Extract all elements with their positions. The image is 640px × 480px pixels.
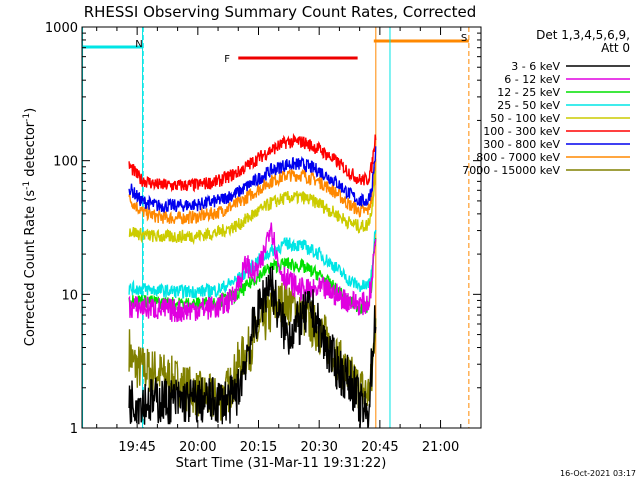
y-tick-label: 1	[70, 422, 78, 437]
legend-label: 300 - 800 keV	[483, 138, 560, 151]
x-axis-label: Start Time (31-Mar-11 19:31:22)	[176, 456, 387, 471]
y-tick-label: 1000	[45, 21, 78, 36]
instrument-flags: N F S	[82, 27, 470, 428]
legend-label: 7000 - 15000 keV	[462, 164, 560, 177]
legend-label: 3 - 6 keV	[511, 60, 560, 73]
legend-label: 6 - 12 keV	[504, 73, 560, 86]
plot-frame	[81, 26, 482, 429]
y-axis-label-sup2: -1	[22, 113, 32, 122]
flag-label-f: F	[224, 54, 230, 65]
y-axis-label-main: Corrected Count Rate (s	[23, 190, 38, 347]
x-tick-label: 19:45	[118, 440, 155, 455]
y-axis-label-mid: detector	[23, 121, 38, 181]
legend-label: 12 - 25 keV	[497, 86, 560, 99]
series-line	[128, 265, 377, 429]
series-line	[128, 170, 377, 246]
x-tick-label: 20:15	[240, 440, 277, 455]
series-line	[128, 159, 377, 225]
series-line	[128, 132, 377, 193]
y-axis-label-sup1: -1	[22, 181, 32, 190]
legend-label: 100 - 300 keV	[483, 125, 560, 138]
y-axis-label: Corrected Count Rate (s-1 detector-1)	[22, 108, 38, 346]
legend-label: 50 - 100 keV	[490, 112, 560, 125]
series-group	[128, 132, 377, 429]
series-line	[128, 146, 377, 214]
x-tick-label: 20:45	[361, 440, 398, 455]
x-tick-label: 20:00	[179, 440, 216, 455]
legend-title-line2: Att 0	[601, 41, 630, 55]
footer-date: 16-Oct-2021 03:17	[560, 469, 636, 478]
x-tick-label: 21:00	[422, 440, 459, 455]
legend-label: 25 - 50 keV	[497, 99, 560, 112]
y-tick-label: 10	[61, 288, 78, 303]
flag-label-n: N	[135, 39, 142, 50]
chart-title: RHESSI Observing Summary Count Rates, Co…	[84, 3, 477, 21]
x-tick-label: 20:30	[300, 440, 337, 455]
legend-title-line1: Det 1,3,4,5,6,9,	[536, 28, 630, 42]
y-tick-label: 100	[53, 155, 78, 170]
legend-label: 800 - 7000 keV	[476, 151, 560, 164]
flag-label-s: S	[461, 33, 467, 44]
y-axis-label-end: )	[23, 108, 38, 113]
series-line	[128, 222, 377, 323]
axes: 1 10 100 1000 19:45 20:00 20:15 20:30 20:45 21:00	[45, 21, 482, 455]
